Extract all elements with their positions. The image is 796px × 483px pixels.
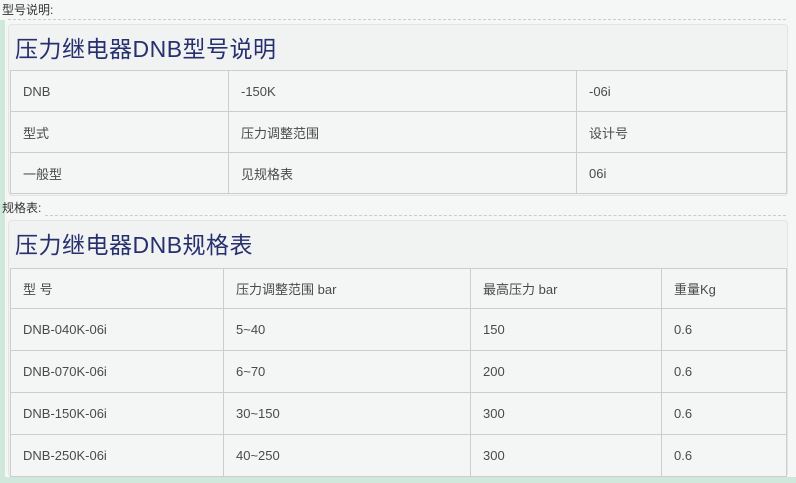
spec-table-title: 压力继电器DNB规格表 xyxy=(15,232,254,258)
table-cell: 40~250 xyxy=(223,434,471,477)
page-edge-bottom xyxy=(0,477,796,483)
column-header-weight: 重量Kg xyxy=(661,268,787,309)
table-cell: DNB-250K-06i xyxy=(10,434,224,477)
table-cell: 300 xyxy=(470,392,662,435)
table-cell: 6~70 xyxy=(223,350,471,393)
specification-panel: 压力继电器DNB规格表 型 号 压力调整范围 bar 最高压力 bar 重量Kg… xyxy=(8,220,788,477)
table-cell: -150K xyxy=(228,70,577,112)
table-cell: DNB-070K-06i xyxy=(10,350,224,393)
table-cell: 200 xyxy=(470,350,662,393)
table-row: 一般型 见规格表 06i xyxy=(10,152,787,194)
section-label-spec: 规格表: xyxy=(2,201,42,215)
model-table: DNB -150K -06i 型式 压力调整范围 设计号 一般型 见规格表 06… xyxy=(10,70,787,194)
table-row: DNB-040K-06i 5~40 150 0.6 xyxy=(10,308,787,351)
table-cell: 0.6 xyxy=(661,350,787,393)
table-cell: 一般型 xyxy=(10,152,229,194)
table-cell: 30~150 xyxy=(223,392,471,435)
table-cell: 见规格表 xyxy=(228,152,577,194)
table-row: DNB -150K -06i xyxy=(10,70,787,112)
section-divider-model xyxy=(8,19,786,20)
table-cell: 150 xyxy=(470,308,662,351)
table-cell: 0.6 xyxy=(661,308,787,351)
column-header-model: 型 号 xyxy=(10,268,224,309)
table-row: DNB-250K-06i 40~250 300 0.6 xyxy=(10,434,787,477)
table-row: 型式 压力调整范围 设计号 xyxy=(10,111,787,153)
table-row: DNB-150K-06i 30~150 300 0.6 xyxy=(10,392,787,435)
model-table-title: 压力继电器DNB型号说明 xyxy=(15,36,277,62)
section-divider-spec xyxy=(45,215,786,216)
table-cell: 0.6 xyxy=(661,392,787,435)
table-header-row: 型 号 压力调整范围 bar 最高压力 bar 重量Kg xyxy=(10,268,787,309)
table-cell: 设计号 xyxy=(576,111,787,153)
column-header-pressure-range: 压力调整范围 bar xyxy=(223,268,471,309)
page-edge-left xyxy=(0,20,5,483)
table-cell: DNB-150K-06i xyxy=(10,392,224,435)
table-cell: 0.6 xyxy=(661,434,787,477)
table-cell: DNB xyxy=(10,70,229,112)
table-row: DNB-070K-06i 6~70 200 0.6 xyxy=(10,350,787,393)
spec-table: 型 号 压力调整范围 bar 最高压力 bar 重量Kg DNB-040K-06… xyxy=(10,268,787,477)
model-description-panel: 压力继电器DNB型号说明 DNB -150K -06i 型式 压力调整范围 设计… xyxy=(8,24,788,196)
table-cell: 5~40 xyxy=(223,308,471,351)
column-header-max-pressure: 最高压力 bar xyxy=(470,268,662,309)
table-cell: -06i xyxy=(576,70,787,112)
table-cell: 06i xyxy=(576,152,787,194)
table-cell: 型式 xyxy=(10,111,229,153)
section-label-model: 型号说明: xyxy=(2,3,54,17)
table-cell: 压力调整范围 xyxy=(228,111,577,153)
table-cell: DNB-040K-06i xyxy=(10,308,224,351)
table-cell: 300 xyxy=(470,434,662,477)
